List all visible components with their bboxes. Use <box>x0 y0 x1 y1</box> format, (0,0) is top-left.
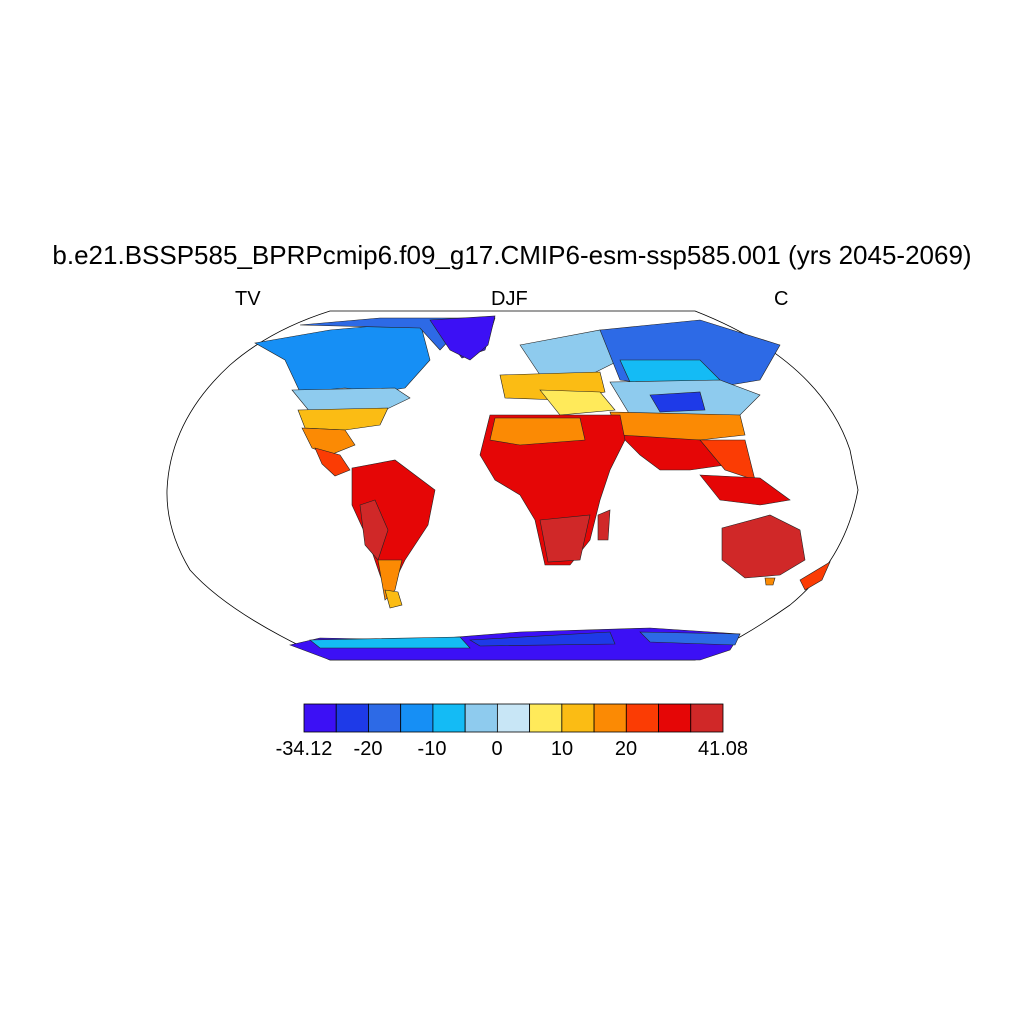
colorbar-tick-label: -20 <box>353 738 383 760</box>
colorbar-swatch <box>658 703 692 733</box>
plot-title: b.e21.BSSP585_BPRPcmip6.f09_g17.CMIP6-es… <box>52 240 972 270</box>
colorbar-tick-label: -34.12 <box>275 738 333 760</box>
subtitle-left: TV <box>235 288 261 310</box>
colorbar-tick-label: 0 <box>491 738 503 760</box>
colorbar-swatch <box>496 703 531 733</box>
subtitle-center: DJF <box>491 288 528 310</box>
colorbar-tick-label: 41.08 <box>697 738 749 760</box>
south-america <box>351 459 436 609</box>
colorbar-swatch <box>561 703 595 733</box>
subtitle-right: C <box>774 288 789 310</box>
colorbar <box>303 703 724 733</box>
colorbar-tick-label: 10 <box>550 738 574 760</box>
africa <box>479 414 626 566</box>
colorbar-swatch <box>335 703 369 733</box>
colorbar-swatch <box>690 703 724 733</box>
colorbar-swatch <box>368 703 402 733</box>
colorbar-tick-label: -10 <box>417 738 447 760</box>
australia <box>699 474 831 591</box>
europe <box>499 329 621 416</box>
colorbar-swatch <box>303 703 337 733</box>
antarctica <box>288 627 741 661</box>
colorbar-swatch <box>625 703 659 733</box>
colorbar-swatch <box>400 703 434 733</box>
colorbar-swatch <box>464 703 498 733</box>
greenland <box>429 315 496 361</box>
asia <box>599 319 781 481</box>
colorbar-tick-label: 20 <box>614 738 638 760</box>
colorbar-swatch <box>593 703 627 733</box>
colorbar-swatch <box>529 703 563 733</box>
colorbar-swatch <box>432 703 466 733</box>
